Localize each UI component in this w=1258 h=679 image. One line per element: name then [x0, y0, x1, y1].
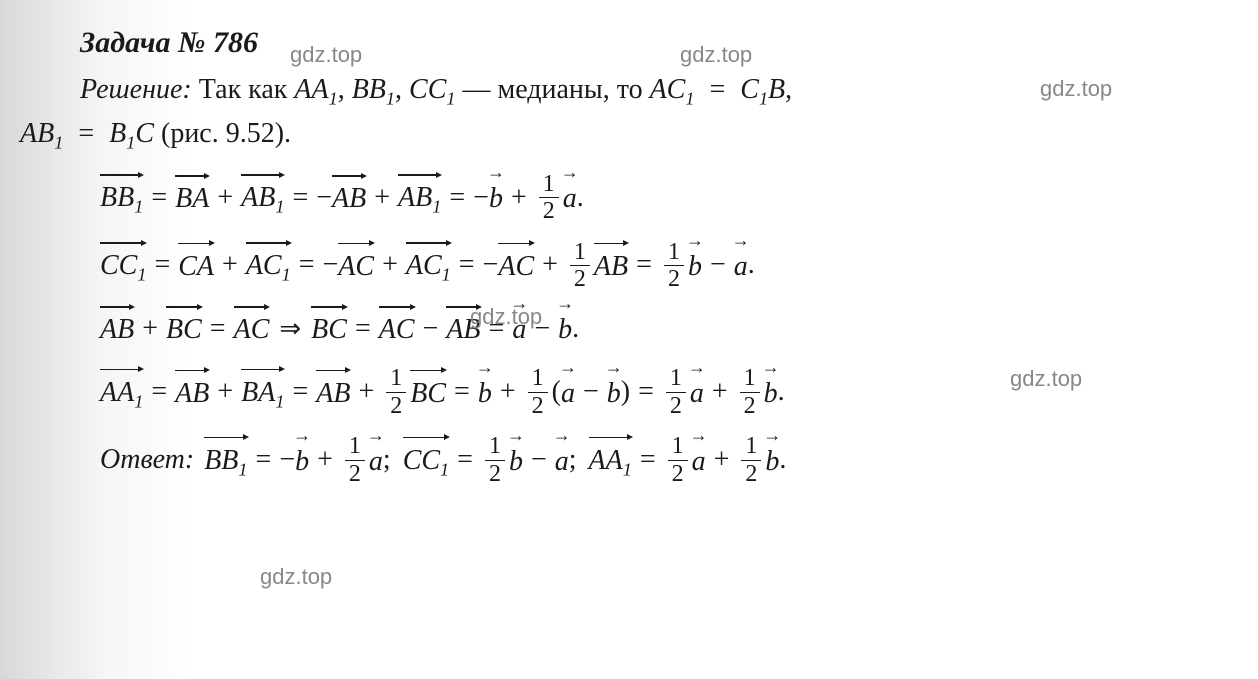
intro-text-1: Так как — [199, 74, 295, 105]
answer-label: Ответ: — [100, 439, 194, 481]
seg-AC1: AC1 — [650, 74, 695, 105]
seg-AB1: AB1 — [20, 118, 63, 149]
watermark: gdz.top — [260, 560, 332, 593]
intro-medians-text: — медианы, то — [462, 74, 649, 105]
median-CC1: CC1 — [409, 74, 455, 105]
problem-title: Задача № 786 — [80, 20, 1228, 65]
intro-text-2: (рис. 9.52). — [161, 118, 291, 149]
solution-label: Решение: — [80, 74, 192, 105]
median-AA1: AA1 — [294, 74, 337, 105]
equation-cc1: CC1 = CA + AC1 = −AC + AC1 = −AC + 12 AB… — [100, 239, 1228, 293]
solution-intro: Решение: Так как AA1, BB1, CC1 — медианы… — [80, 69, 1228, 157]
equation-bc: AB + BC = AC ⇒ BC = AC − AB = a − b. — [100, 306, 1228, 351]
seg-C1B: C1B — [740, 74, 785, 105]
answer-line: Ответ: BB1 = −b + 12 a; CC1 = 12 b − a; … — [100, 433, 1228, 487]
seg-B1C: B1C — [109, 118, 154, 149]
median-BB1: BB1 — [352, 74, 395, 105]
equation-aa1: AA1 = AB + BA1 = AB + 12 BC = b + 12 (a … — [100, 365, 1228, 419]
equation-bb1: BB1 = BA + AB1 = −AB + AB1 = −b + 12 a. — [100, 171, 1228, 225]
